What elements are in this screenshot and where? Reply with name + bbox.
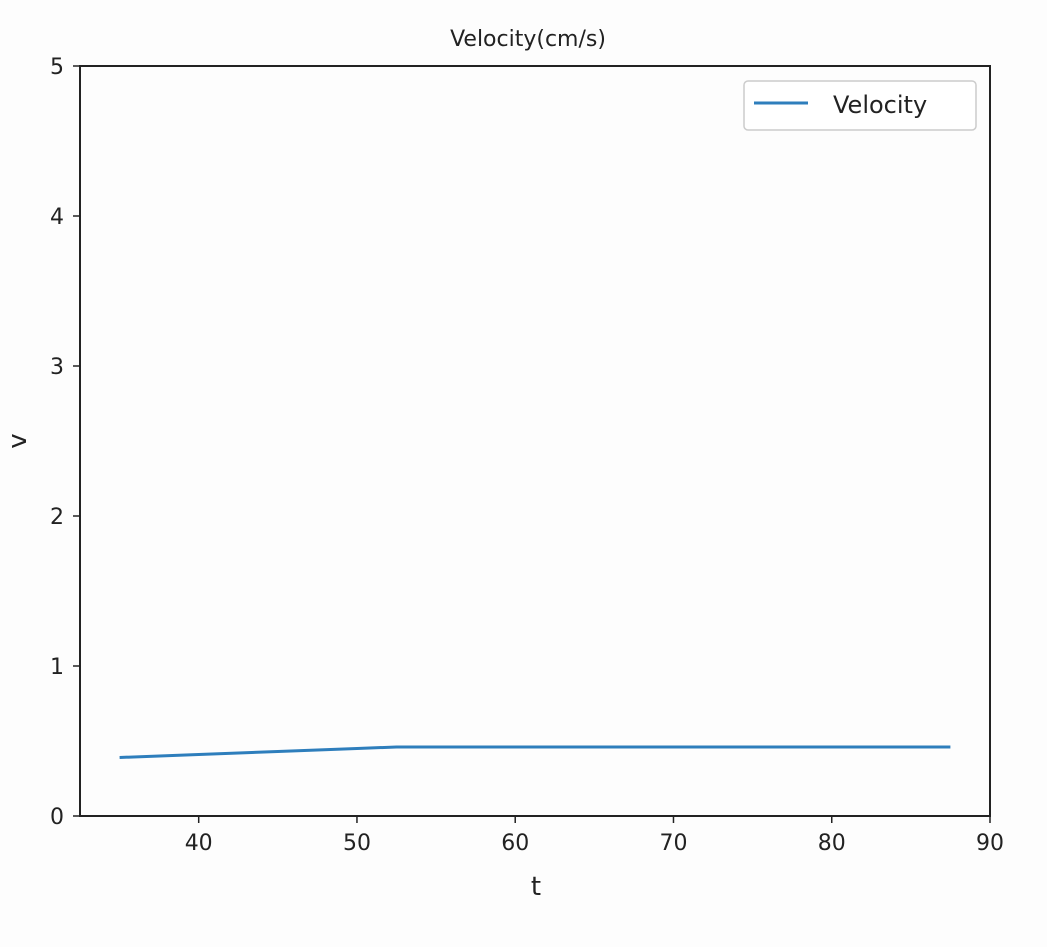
y-tick-label-4: 4: [50, 205, 64, 230]
y-tick-label-3: 3: [50, 355, 64, 380]
x-axis-ticks: 40 50 60 70 80 90: [185, 816, 1004, 856]
chart-title: Velocity(cm/s): [450, 27, 606, 52]
y-tick-label-2: 2: [50, 505, 64, 530]
x-axis-label: t: [531, 872, 541, 902]
y-tick-label-5: 5: [50, 55, 64, 80]
legend-box: [743, 80, 977, 131]
x-tick-label-60: 60: [501, 831, 529, 856]
y-axis-label: v: [3, 433, 33, 448]
plot-frame: [79, 65, 991, 817]
y-tick-label-0: 0: [50, 805, 64, 830]
legend: Velocity: [743, 80, 977, 131]
series-line-velocity: [119, 745, 951, 759]
x-tick-label-40: 40: [185, 831, 213, 856]
y-axis-ticks: 0 1 2 3 4 5: [50, 55, 80, 830]
series-layer: [119, 745, 951, 759]
x-tick-label-50: 50: [343, 831, 371, 856]
plot-area: [80, 66, 990, 816]
x-tick-label-70: 70: [659, 831, 687, 856]
x-tick-label-80: 80: [818, 831, 846, 856]
legend-label-velocity: Velocity: [833, 91, 927, 119]
y-tick-label-1: 1: [50, 655, 64, 680]
x-tick-label-90: 90: [976, 831, 1004, 856]
